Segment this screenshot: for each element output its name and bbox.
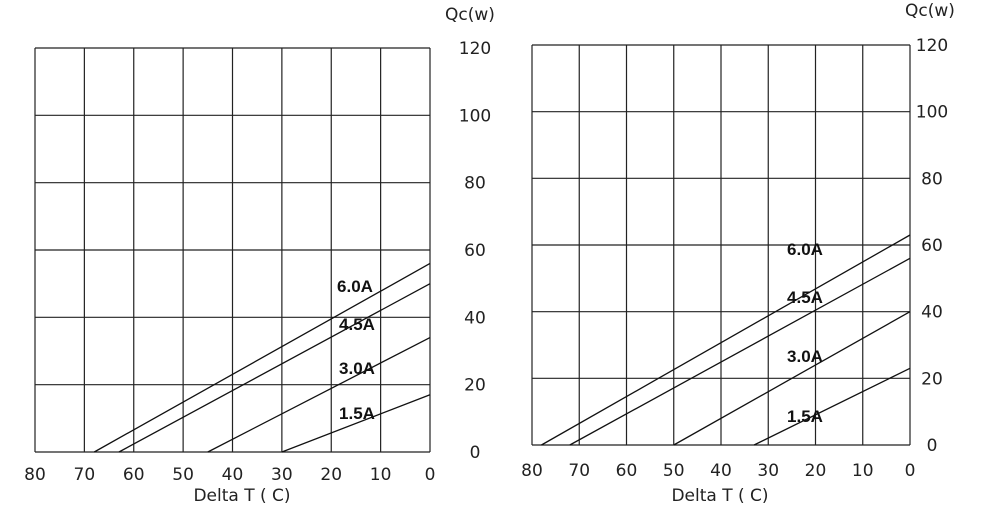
series-line-6-0a [93,262,431,453]
x-axis-title: Delta T ( C) [671,486,768,506]
x-tick-label: 60 [616,461,638,481]
x-tick-label: 80 [521,461,543,481]
series-label: 3.0A [339,359,375,378]
y-tick-label: 20 [921,369,943,389]
y-tick-label: 80 [921,169,943,189]
y-tick-label: 100 [916,103,948,123]
x-tick-label: 10 [852,461,874,481]
y-tick-label: 0 [470,443,481,463]
x-tick-label: 50 [172,465,194,485]
series-label: 1.5A [339,404,375,423]
y-tick-label: 100 [459,106,491,126]
x-tick-label: 40 [222,465,244,485]
series-line-4-5a [118,283,431,453]
series-line-3-0a [207,336,431,453]
y-tick-label: 20 [464,376,486,396]
series-line-3-0a [673,311,911,446]
series-label: 3.0A [787,347,823,366]
y-tick-label: 0 [927,436,938,456]
series-line-1-5a [753,367,911,446]
y-axis-title: Qc(w) [445,5,495,25]
y-tick-label: 120 [459,39,491,59]
y-tick-label: 60 [921,236,943,256]
y-tick-label: 40 [464,308,486,328]
x-tick-label: 60 [123,465,145,485]
x-tick-label: 30 [757,461,779,481]
x-tick-label: 50 [663,461,685,481]
x-tick-label: 0 [425,465,436,485]
series-line-4-5a [569,257,911,446]
y-tick-label: 80 [464,174,486,194]
series-label: 4.5A [787,288,823,307]
x-tick-label: 30 [271,465,293,485]
x-tick-label: 40 [710,461,732,481]
x-tick-label: 0 [905,461,916,481]
series-line-6-0a [541,234,911,446]
y-tick-label: 120 [916,36,948,56]
x-axis-title: Delta T ( C) [193,486,290,506]
series-label: 4.5A [339,315,375,334]
x-tick-label: 20 [320,465,342,485]
series-line-1-5a [281,394,431,453]
series-label: 6.0A [337,277,373,296]
x-tick-label: 10 [370,465,392,485]
y-tick-label: 60 [464,241,486,261]
series-label: 6.0A [787,240,823,259]
y-axis-title: Qc(w) [905,1,955,21]
series-label: 1.5A [787,407,823,426]
x-tick-label: 20 [805,461,827,481]
x-tick-label: 70 [568,461,590,481]
x-tick-label: 70 [74,465,96,485]
y-tick-label: 40 [921,303,943,323]
x-tick-label: 80 [24,465,46,485]
